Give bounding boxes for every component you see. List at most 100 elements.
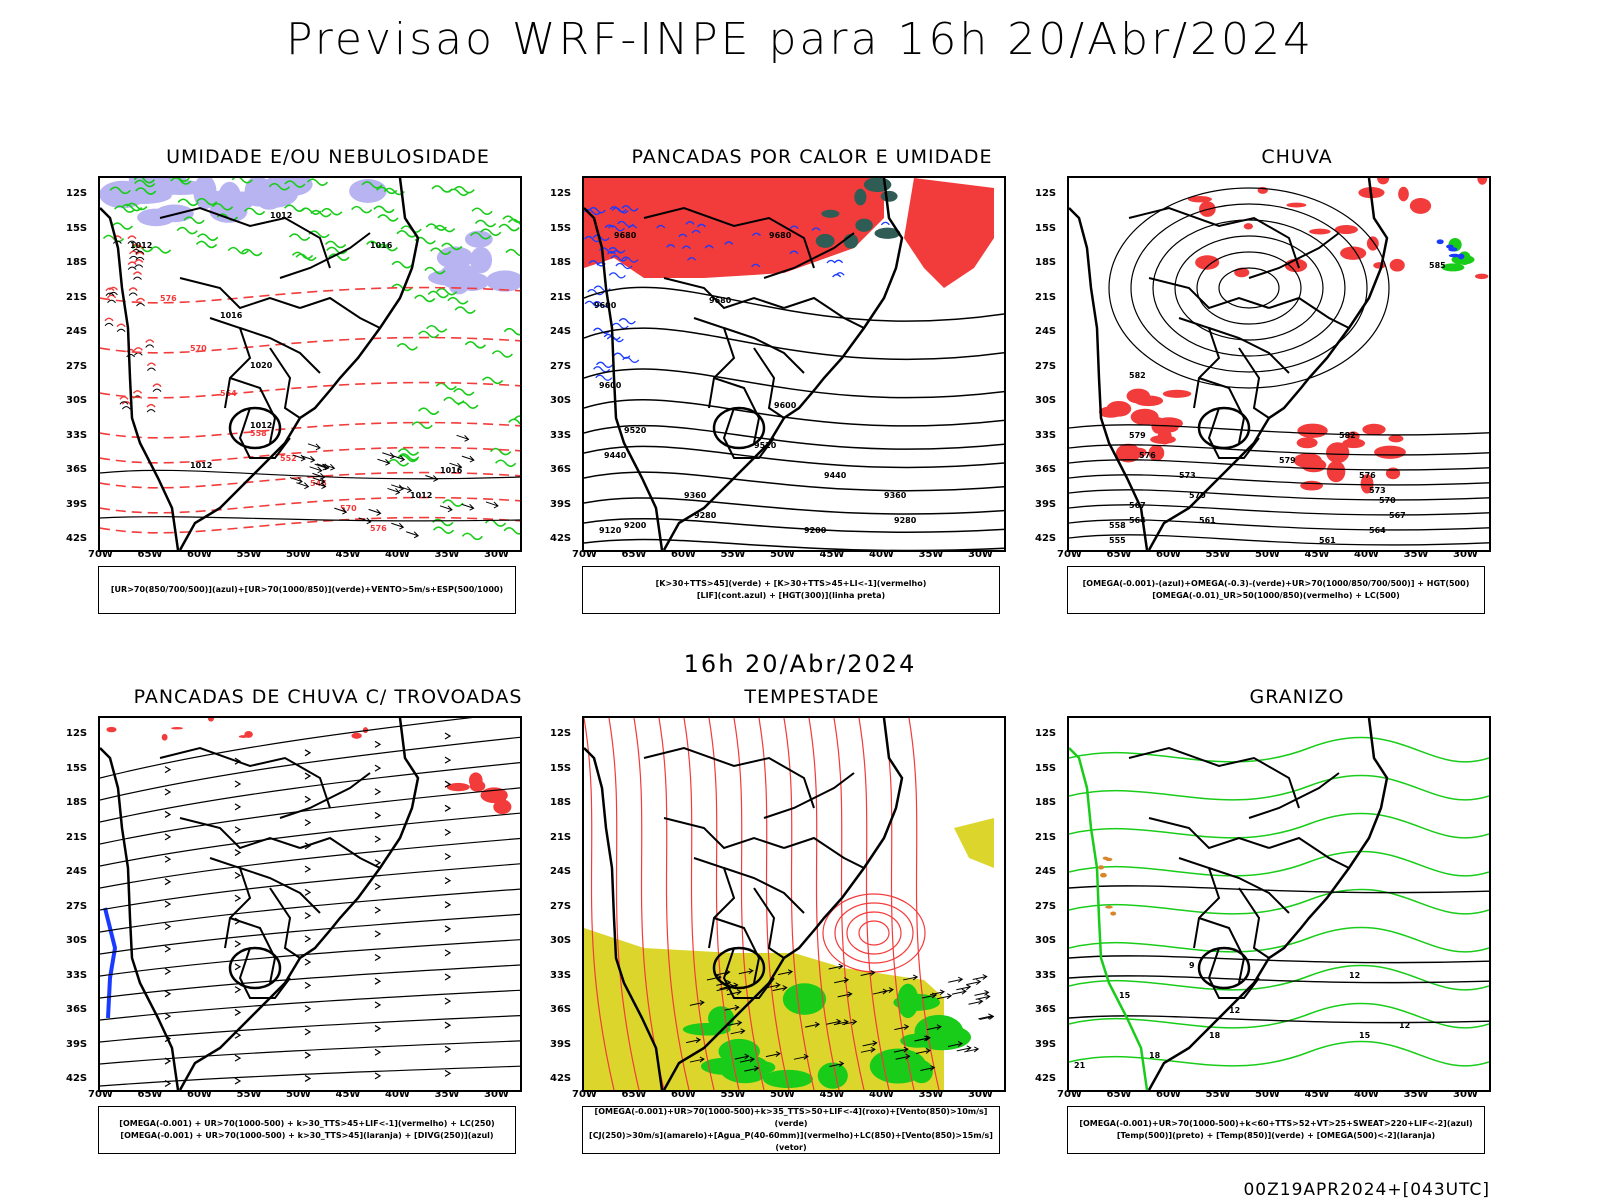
height-label: 579 (1279, 456, 1296, 465)
coastline-east (662, 718, 904, 1090)
streamline-arrow (234, 849, 242, 857)
lon-tick-label: 65W (1106, 1089, 1132, 1100)
lifted-index-contour (592, 234, 610, 241)
panel-title: GRANIZO (1249, 686, 1345, 708)
streamline-arrow (164, 990, 172, 998)
temp-850-contour (1069, 888, 1489, 915)
wind-vector (377, 458, 391, 466)
streamline-arrow (444, 804, 452, 812)
coastline-west (584, 747, 664, 1090)
height-label: 564 (1129, 516, 1146, 525)
height-contour (1174, 235, 1324, 341)
omega-area (1100, 872, 1107, 878)
lat-tick-label: 27S (550, 900, 572, 912)
temp-500-contour (1069, 885, 1489, 894)
streamline-arrow (234, 1054, 242, 1062)
height-label: 567 (1129, 501, 1146, 510)
lifted-index-contour (595, 361, 613, 368)
height-contour (584, 497, 1004, 515)
height-label: 555 (1109, 536, 1126, 545)
rain-area (1477, 178, 1488, 185)
moisture-low-level (196, 197, 218, 206)
border-line (713, 377, 761, 444)
border-line (713, 917, 761, 984)
border-line (1268, 836, 1350, 869)
lon-tick-label: 65W (137, 549, 163, 560)
rain-area (1195, 255, 1220, 270)
wind-vector (895, 1053, 911, 1060)
lon-tick-label: 35W (434, 549, 460, 560)
map-chuva: 585 582 579 576 573 570 567 564 561 558 555 582 579 5… (1067, 176, 1491, 552)
lat-tick-label: 42S (66, 1073, 88, 1084)
legend-line: [OMEGA(-0.001)-(azul)+OMEGA(-0.3)-(verde… (1082, 579, 1470, 588)
coastline-east (1147, 718, 1389, 1090)
height-label: 9360 (884, 491, 907, 500)
wind-vector (915, 1048, 931, 1054)
streamline-arrow (164, 1079, 172, 1087)
border-line (643, 206, 815, 269)
streamline-arrow (444, 901, 452, 909)
lon-tick-label: 40W (1354, 1089, 1379, 1100)
height-contour (1069, 489, 1489, 501)
lat-tick-label: 30S (550, 395, 572, 406)
wind-vector (391, 484, 405, 492)
lat-tick-label: 36S (550, 1004, 572, 1015)
wind-vector (894, 1024, 910, 1031)
height-contour (1152, 219, 1346, 357)
streamline-850 (584, 718, 615, 1090)
border-line (269, 887, 301, 959)
lifted-index-contour (611, 207, 629, 214)
border-line (179, 277, 301, 310)
moisture-low-level (283, 204, 306, 212)
lifted-index-contour (615, 262, 633, 270)
rain-area (1286, 202, 1307, 208)
streamline-arrow (374, 1001, 382, 1009)
streamline-arrow (234, 986, 242, 994)
wind-vector (972, 974, 988, 981)
rain-area (1162, 389, 1192, 398)
wind-vector (485, 501, 499, 509)
moisture-low-level (366, 240, 388, 249)
streamline-arrow (164, 855, 172, 863)
streamline-arrow (374, 859, 382, 867)
streamline-arrow (444, 973, 452, 981)
moisture-low-level (430, 247, 452, 255)
moisture-low-level (453, 388, 475, 396)
rain-area (1115, 443, 1141, 463)
map-pancadas-calor: 9680 9680 9680 9600 9600 9600 9520 9520 9440 9440… (582, 176, 1006, 552)
lat-tick-label: 27S (1035, 900, 1057, 912)
lat-tick-label: 39S (1035, 498, 1057, 510)
thickness-line (100, 496, 520, 514)
lon-tick-label: 65W (137, 1089, 163, 1100)
wind-vector (456, 434, 470, 442)
rain-area (1130, 408, 1159, 426)
streamline-arrow (234, 894, 242, 902)
streamline-arrow (234, 1008, 242, 1016)
border-line (1198, 377, 1246, 444)
lifted-index-contour (811, 227, 821, 231)
height-label: 561 (1199, 516, 1216, 525)
lat-tick-label: 30S (1035, 935, 1057, 946)
wind-vector (833, 1019, 849, 1026)
lifted-index-contour (606, 335, 624, 343)
instability-strong-area (855, 218, 873, 232)
streamline (100, 989, 520, 1021)
lifted-index-contour (789, 225, 799, 230)
main-title: Previsao WRF-INPE para 16h 20/Abr/2024 (285, 14, 1314, 65)
moisture-low-level (503, 527, 520, 535)
streamline (100, 762, 520, 823)
legend-line: [OMEGA(-0.001) + UR>70(1000-500) + k>30_… (120, 1131, 494, 1140)
lat-tick-label: 24S (550, 866, 572, 877)
moisture-low-level (436, 287, 458, 296)
temp-label: 12 (1399, 1021, 1410, 1030)
isobar-line (152, 388, 162, 392)
height-label: 9440 (604, 451, 627, 460)
instability-strong-area (880, 190, 898, 202)
wind-vector (964, 1046, 980, 1053)
height-label: 582 (1129, 371, 1146, 380)
lon-tick-label: 30W (1453, 549, 1478, 560)
lon-tick-label: 70W (1057, 1089, 1082, 1100)
border-line (1178, 317, 1221, 409)
wind-vector (793, 1053, 809, 1060)
border-line (722, 407, 775, 459)
